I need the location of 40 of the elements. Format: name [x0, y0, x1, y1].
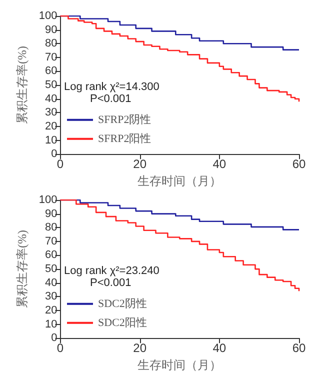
- y-tick-label: 40: [45, 92, 58, 105]
- y-tick-label: 30: [45, 106, 58, 119]
- y-tick-label: 10: [45, 134, 58, 146]
- y-tick-label: 70: [45, 235, 58, 248]
- y-tick-label: 50: [45, 263, 58, 276]
- y-tick-label: 0: [51, 148, 58, 160]
- y-tick-label: 0: [51, 332, 58, 344]
- y-tick-label: 60: [45, 65, 58, 78]
- legend-label: SFRP2阴性: [98, 114, 152, 126]
- y-tick-label: 100: [38, 194, 58, 206]
- legend-label: SDC2阳性: [98, 316, 147, 329]
- legend-label: SFRP2阳性: [98, 132, 152, 145]
- y-tick-label: 90: [45, 24, 58, 36]
- x-axis-title: 生存时间（月）: [138, 358, 222, 372]
- x-tick-label: 40: [212, 157, 226, 172]
- y-axis-title: 累积生存率(%): [15, 230, 29, 308]
- y-tick-label: 30: [45, 290, 58, 303]
- annotation: Log rank χ²=23.240: [64, 264, 160, 277]
- x-tick-label: 60: [292, 341, 306, 356]
- y-tick-label: 80: [45, 38, 58, 50]
- x-tick-label: 20: [133, 157, 147, 172]
- x-tick-label: 40: [212, 341, 226, 356]
- y-tick-label: 40: [45, 276, 58, 289]
- legend-label: SDC2阴性: [98, 298, 147, 310]
- annotation: Log rank χ²=14.300: [64, 80, 160, 93]
- y-tick-label: 70: [45, 51, 58, 64]
- y-tick-label: 100: [38, 10, 58, 22]
- y-tick-label: 80: [45, 222, 58, 234]
- x-tick-label: 60: [292, 157, 306, 172]
- y-axis-title: 累积生存率(%): [15, 46, 29, 124]
- y-tick-label: 90: [45, 208, 58, 220]
- y-tick-label: 50: [45, 79, 58, 92]
- annotation: P<0.001: [90, 92, 132, 105]
- x-tick-label: 20: [133, 341, 147, 356]
- x-axis-title: 生存时间（月）: [138, 174, 222, 188]
- annotation: P<0.001: [90, 276, 132, 289]
- y-tick-label: 20: [45, 304, 58, 316]
- y-tick-label: 20: [45, 120, 58, 132]
- y-tick-label: 10: [45, 318, 58, 330]
- y-tick-label: 60: [45, 249, 58, 262]
